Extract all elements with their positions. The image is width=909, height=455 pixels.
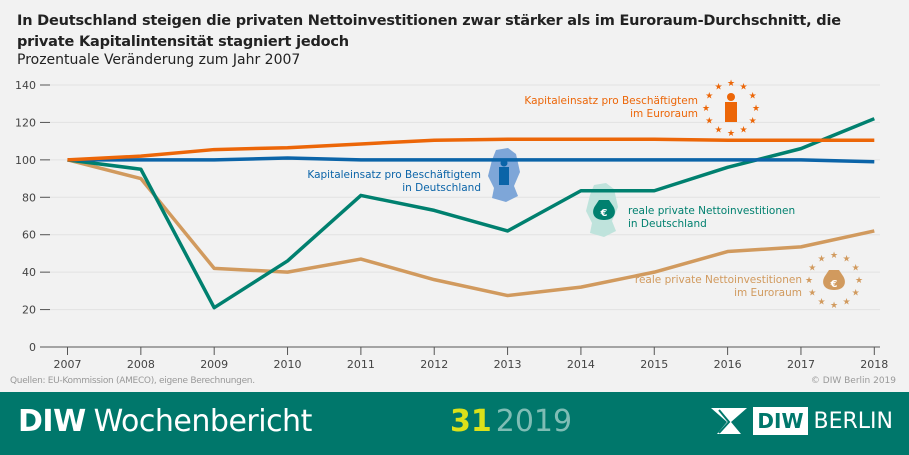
issue-number: 31 [450,404,492,439]
star-icon: ★ [739,82,747,92]
y-tick-label: 120 [15,116,36,129]
chart-title: In Deutschland steigen die privaten Nett… [17,13,841,50]
euro-icon: € [600,208,608,219]
line-chart: 0 20 40 60 80 100 120 140 2007 2008 2009 2010 2011 20… [15,79,888,371]
x-tick-label: 2009 [200,358,228,371]
series-line [67,158,875,298]
y-tick-label: 0 [29,341,36,354]
series-label: reale private Nettoinvestitionen [628,205,795,217]
series-label: Kapitaleinsatz pro Beschäftigtem [524,95,698,107]
person-icon [727,93,735,101]
diw-logo: DIW BERLIN [711,406,893,436]
euro-icon: € [830,279,838,290]
star-icon: ★ [830,301,838,311]
star-icon: ★ [852,289,860,299]
star-icon: ★ [752,104,760,114]
chart-subtitle: Prozentuale Veränderung zum Jahr 2007 [17,52,301,68]
star-icon: ★ [808,289,816,299]
y-tick-label: 40 [22,266,36,279]
star-icon: ★ [714,126,722,136]
x-tick-label: 2018 [860,358,888,371]
x-tick-label: 2016 [714,358,742,371]
y-tick-label: 140 [15,79,36,92]
x-tick-label: 2017 [787,358,815,371]
logo-text: BERLIN [813,408,893,434]
star-icon: ★ [727,79,735,89]
brand-bold: DIW [18,404,86,439]
star-icon: ★ [855,276,863,286]
star-icon: ★ [749,117,757,127]
money-bag-icon [593,200,615,220]
person-icon-body [499,167,509,185]
diw-logo-icon [711,408,748,434]
x-tick-label: 2011 [347,358,375,371]
star-icon: ★ [702,104,710,114]
star-icon: ★ [705,117,713,127]
star-icon: ★ [749,92,757,102]
issue-year: 2019 [495,404,573,439]
publication-name: DIW Wochenbericht [18,404,312,439]
star-icon: ★ [830,251,838,261]
star-icon: ★ [842,254,850,264]
star-icon: ★ [805,276,813,286]
logo-box: DIW [753,407,808,435]
star-icon: ★ [817,298,825,308]
star-icon: ★ [739,126,747,136]
star-icon: ★ [852,264,860,274]
x-tick-label: 2015 [640,358,668,371]
series-label: Kapitaleinsatz pro Beschäftigtem [307,169,481,181]
star-icon: ★ [842,298,850,308]
source-note: Quellen: EU-Kommission (AMECO), eigene B… [10,376,255,386]
x-tick-label: 2014 [567,358,595,371]
y-tick-label: 80 [22,191,36,204]
x-tick-label: 2007 [54,358,82,371]
y-tick-label: 100 [15,154,36,167]
star-icon: ★ [727,129,735,139]
series-label: im Euroraum [630,108,698,120]
x-tick-label: 2010 [274,358,302,371]
footer-bar: DIW Wochenbericht 31 2019 DIW BERLIN [0,392,909,455]
copyright: © DIW Berlin 2019 [810,376,896,386]
brand-text: Wochenbericht [93,404,313,439]
star-icon: ★ [705,92,713,102]
series-line [67,137,875,162]
x-tick-label: 2013 [494,358,522,371]
series-label: in Deutschland [628,218,707,230]
series-label: reale private Nettoinvestitionen [635,274,802,286]
y-tick-label: 60 [22,229,36,242]
money-bag-icon [823,270,845,290]
star-icon: ★ [817,254,825,264]
series-label: im Euroraum [734,287,802,299]
star-icon: ★ [808,264,816,274]
x-tick-label: 2008 [127,358,155,371]
series-label: in Deutschland [402,182,481,194]
issue: 31 2019 [450,404,572,439]
person-icon-body [725,102,737,122]
x-tick-label: 2012 [420,358,448,371]
star-icon: ★ [714,82,722,92]
series-line [67,117,875,310]
series-line [67,156,875,164]
y-tick-label: 20 [22,304,36,317]
